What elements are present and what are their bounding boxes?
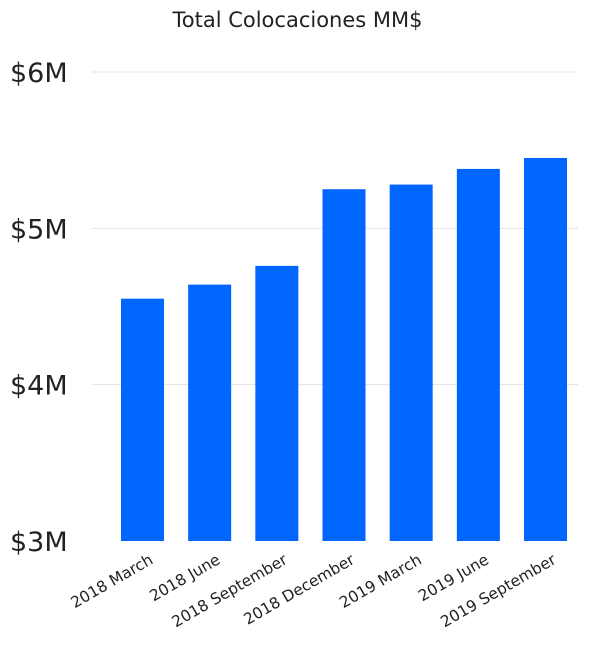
bar [524,157,568,541]
bar [188,284,232,541]
y-tick-label: $6M [10,58,68,89]
chart-title: Total Colocaciones MM$ [172,8,423,32]
bar [255,265,299,541]
bar [389,184,433,541]
x-tick-label: 2018 September [169,550,291,631]
bar [456,168,500,541]
x-tick-label: 2018 March [68,551,156,612]
x-tick-label: 2018 December [241,550,359,628]
x-tick-label: 2019 September [437,550,559,631]
bars [121,157,568,541]
y-axis-ticks: $3M $4M $5M $6M [10,58,68,558]
y-tick-label: $4M [10,371,68,402]
y-tick-label: $5M [10,214,68,245]
y-tick-label: $3M [10,527,68,558]
bar [322,189,366,541]
bar [121,298,164,541]
